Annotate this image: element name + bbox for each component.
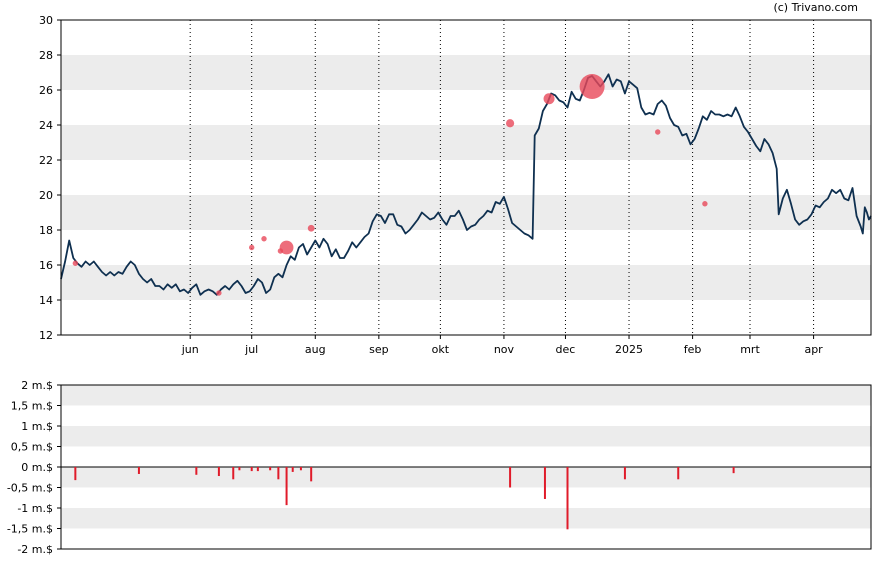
price-band (61, 125, 871, 160)
insider-marker (249, 244, 255, 251)
volume-y-tick-label: 1 m.$ (21, 420, 53, 433)
volume-y-tick-label: -0,5 m.$ (7, 482, 53, 495)
insider-marker (72, 260, 79, 266)
volume-bar (232, 467, 235, 480)
y-tick-label: 24 (39, 119, 53, 132)
x-tick-label: nov (494, 343, 515, 356)
volume-bar (277, 467, 280, 480)
volume-y-tick-label: 0,5 m.$ (11, 441, 53, 454)
volume-bar (566, 467, 569, 530)
volume-bar (509, 467, 512, 488)
price-plot-frame (60, 19, 872, 336)
volume-bar (217, 467, 220, 477)
volume-plot-frame (60, 384, 872, 550)
credit-label: (c) Trivano.com (773, 1, 858, 14)
insider-marker (702, 201, 708, 207)
insider-marker (216, 290, 222, 296)
x-tick-label: jul (244, 343, 258, 356)
insider-marker (655, 129, 661, 135)
y-tick-label: 28 (39, 49, 53, 62)
volume-bar (543, 467, 546, 499)
insider-marker (505, 119, 515, 128)
x-tick-label: feb (684, 343, 702, 356)
volume-bar (195, 467, 198, 475)
price-line (60, 73, 872, 296)
volume-y-tick-label: -1 m.$ (17, 502, 53, 515)
y-tick-label: 14 (39, 294, 53, 307)
volume-band (61, 385, 871, 406)
volume-y-tick-label: -2 m.$ (17, 543, 53, 556)
y-tick-label: 20 (39, 189, 53, 202)
volume-bar (285, 467, 288, 506)
volume-y-tick-label: 2 m.$ (21, 379, 53, 392)
x-tick-label: okt (432, 343, 450, 356)
x-tick-label: dec (556, 343, 576, 356)
price-band (61, 55, 871, 90)
y-tick-label: 18 (39, 224, 53, 237)
x-tick-label: aug (305, 343, 326, 356)
y-tick-label: 22 (39, 154, 53, 167)
x-tick-label: 2025 (615, 343, 643, 356)
volume-bar (256, 467, 259, 472)
volume-y-tick-label: 0 m.$ (21, 461, 53, 474)
volume-bar (310, 467, 313, 482)
volume-band (61, 508, 871, 529)
volume-bar (299, 467, 302, 471)
price-band (61, 195, 871, 230)
volume-bar (137, 467, 140, 474)
y-tick-label: 12 (39, 329, 53, 342)
price-band (61, 265, 871, 300)
y-tick-label: 30 (39, 14, 53, 27)
volume-band (61, 426, 871, 447)
volume-bar (291, 467, 294, 472)
volume-bar (250, 467, 253, 472)
x-tick-label: jun (181, 343, 199, 356)
x-tick-label: apr (804, 343, 823, 356)
y-tick-label: 16 (39, 259, 53, 272)
insider-marker (261, 236, 267, 242)
y-tick-label: 26 (39, 84, 53, 97)
insider-marker (307, 224, 315, 232)
insider-marker (579, 74, 605, 99)
x-tick-label: mrt (740, 343, 760, 356)
volume-bar (269, 467, 272, 471)
insider-marker (279, 240, 294, 255)
volume-bar (74, 467, 77, 481)
insider-marker (543, 93, 555, 105)
volume-y-tick-label: 1,5 m.$ (11, 400, 53, 413)
volume-bar (238, 467, 241, 471)
volume-y-tick-label: -1,5 m.$ (7, 523, 53, 536)
volume-bar (623, 467, 626, 480)
volume-bar (677, 467, 680, 480)
x-tick-label: sep (369, 343, 388, 356)
volume-bar (732, 467, 735, 474)
volume-band (61, 467, 871, 488)
